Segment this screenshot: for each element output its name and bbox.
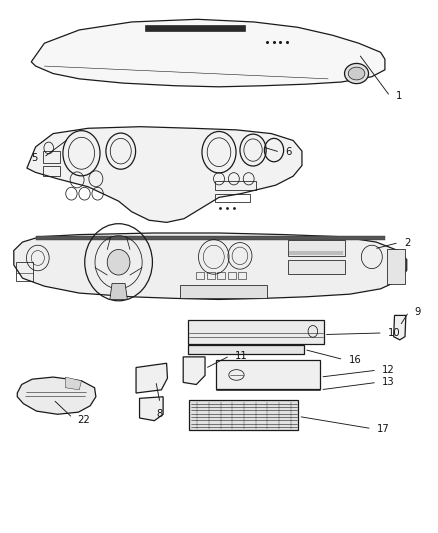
Text: 10: 10: [388, 328, 401, 338]
Bar: [43, 151, 60, 163]
Polygon shape: [14, 233, 407, 300]
Polygon shape: [27, 127, 302, 222]
Ellipse shape: [348, 67, 365, 80]
Polygon shape: [110, 284, 127, 300]
Polygon shape: [136, 364, 167, 393]
Text: 5: 5: [32, 152, 38, 163]
Polygon shape: [31, 19, 385, 87]
Text: 1: 1: [396, 91, 402, 101]
Bar: [16, 262, 33, 281]
Polygon shape: [394, 316, 406, 340]
Bar: [228, 272, 236, 279]
Text: 6: 6: [286, 147, 292, 157]
Bar: [189, 400, 298, 430]
Bar: [288, 260, 345, 274]
Text: 2: 2: [404, 238, 410, 247]
Ellipse shape: [107, 249, 130, 275]
Bar: [215, 193, 250, 202]
Text: 12: 12: [382, 365, 395, 375]
Bar: [196, 272, 204, 279]
Bar: [180, 285, 267, 298]
Text: 22: 22: [77, 415, 90, 425]
Bar: [238, 272, 246, 279]
Polygon shape: [140, 397, 163, 421]
Text: 13: 13: [382, 377, 395, 387]
Bar: [217, 272, 225, 279]
Polygon shape: [183, 357, 205, 384]
Ellipse shape: [345, 63, 368, 84]
Bar: [288, 240, 345, 256]
Bar: [35, 236, 385, 240]
Bar: [215, 360, 320, 389]
Bar: [188, 320, 324, 344]
Bar: [215, 181, 256, 190]
Text: 17: 17: [377, 424, 390, 434]
Bar: [43, 166, 60, 175]
Text: 8: 8: [156, 409, 162, 419]
Polygon shape: [65, 377, 81, 390]
Bar: [207, 272, 215, 279]
Text: 16: 16: [349, 354, 361, 365]
Text: 9: 9: [414, 306, 420, 317]
Text: 11: 11: [235, 351, 248, 361]
Bar: [387, 249, 405, 284]
Bar: [188, 345, 304, 354]
Polygon shape: [17, 377, 96, 414]
Polygon shape: [145, 25, 245, 31]
